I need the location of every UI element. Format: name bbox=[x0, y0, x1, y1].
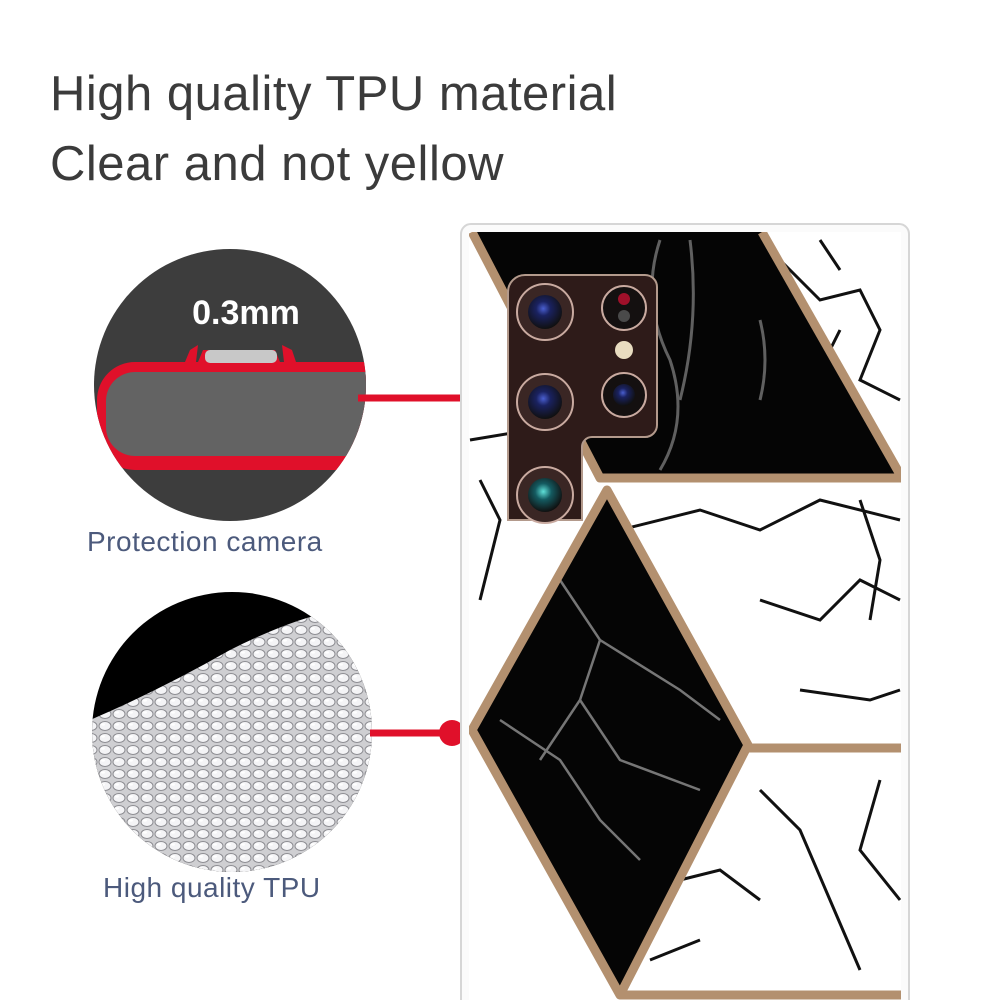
tpu-granules-icon bbox=[92, 592, 372, 872]
thickness-label: 0.3mm bbox=[192, 294, 300, 332]
high-quality-tpu-caption: High quality TPU bbox=[103, 872, 321, 903]
connector-dot-tpu bbox=[439, 720, 465, 746]
camera-lip-cross-section-icon: 0.3mm bbox=[94, 249, 366, 521]
headline-line-2: Clear and not yellow bbox=[50, 137, 504, 191]
phone-case bbox=[460, 223, 910, 1000]
headline-line-1: High quality TPU material bbox=[50, 67, 618, 121]
camera-module bbox=[507, 274, 658, 524]
protection-camera-caption: Protection camera bbox=[87, 526, 323, 557]
